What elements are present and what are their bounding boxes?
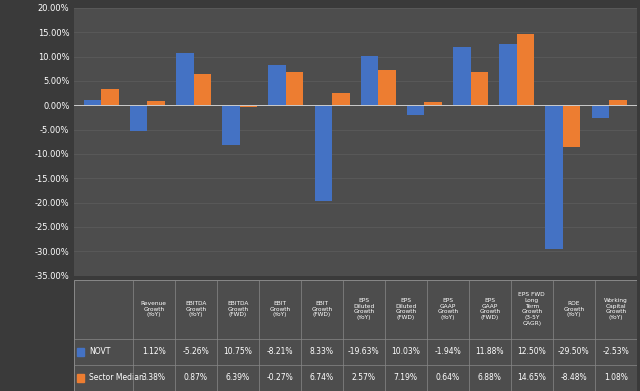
- Bar: [591, 105, 609, 118]
- Text: -8.48%: -8.48%: [561, 373, 587, 382]
- Bar: [194, 74, 211, 105]
- Bar: [176, 53, 194, 105]
- Text: -19.63%: -19.63%: [348, 347, 380, 356]
- Text: -1.94%: -1.94%: [435, 347, 461, 356]
- Text: EPS FWD
Long
Term
Growth
(3-5Y
CAGR): EPS FWD Long Term Growth (3-5Y CAGR): [518, 292, 545, 326]
- Text: -2.53%: -2.53%: [602, 347, 629, 356]
- Text: -8.21%: -8.21%: [266, 347, 293, 356]
- Bar: [315, 105, 332, 201]
- Text: Revenue
Growth
(YoY): Revenue Growth (YoY): [141, 301, 167, 317]
- Bar: [563, 105, 580, 147]
- Text: 10.75%: 10.75%: [223, 347, 252, 356]
- Bar: [545, 105, 563, 249]
- Text: 8.33%: 8.33%: [310, 347, 334, 356]
- Text: 1.12%: 1.12%: [142, 347, 166, 356]
- Bar: [609, 100, 627, 105]
- Bar: [516, 34, 534, 105]
- Bar: [77, 348, 84, 356]
- Bar: [407, 105, 424, 115]
- Bar: [268, 65, 286, 105]
- Bar: [361, 56, 378, 105]
- Bar: [286, 72, 303, 105]
- Text: EPS
GAAP
Growth
(YoY): EPS GAAP Growth (YoY): [437, 298, 458, 320]
- Bar: [470, 72, 488, 105]
- Text: Sector Median: Sector Median: [89, 373, 144, 382]
- Text: 6.88%: 6.88%: [478, 373, 502, 382]
- Text: EBIT
Growth
(YoY): EBIT Growth (YoY): [269, 301, 291, 317]
- Text: 6.39%: 6.39%: [226, 373, 250, 382]
- Bar: [130, 105, 147, 131]
- Text: 2.57%: 2.57%: [352, 373, 376, 382]
- Text: EPS
Diluted
Growth
(YoY): EPS Diluted Growth (YoY): [353, 298, 374, 320]
- Text: ROE
Growth
(YoY): ROE Growth (YoY): [563, 301, 584, 317]
- Text: 6.74%: 6.74%: [310, 373, 334, 382]
- Text: 0.87%: 0.87%: [184, 373, 208, 382]
- Bar: [147, 101, 165, 105]
- Text: Working
Capital
Growth
(YoY): Working Capital Growth (YoY): [604, 298, 628, 320]
- Bar: [101, 89, 119, 105]
- Bar: [378, 70, 396, 105]
- Text: EBITDA
Growth
(FWD): EBITDA Growth (FWD): [227, 301, 248, 317]
- Text: 12.50%: 12.50%: [517, 347, 546, 356]
- Bar: [222, 105, 240, 145]
- Bar: [84, 100, 101, 105]
- Text: -5.26%: -5.26%: [182, 347, 209, 356]
- Text: EBIT
Growth
(FWD): EBIT Growth (FWD): [311, 301, 332, 317]
- Bar: [499, 44, 516, 105]
- Text: 1.08%: 1.08%: [604, 373, 628, 382]
- Text: EBITDA
Growth
(YoY): EBITDA Growth (YoY): [185, 301, 207, 317]
- Bar: [240, 105, 257, 106]
- Text: -29.50%: -29.50%: [558, 347, 589, 356]
- Bar: [332, 93, 349, 105]
- Text: 0.64%: 0.64%: [436, 373, 460, 382]
- Text: 11.88%: 11.88%: [476, 347, 504, 356]
- Text: 3.38%: 3.38%: [141, 373, 166, 382]
- Bar: [424, 102, 442, 105]
- Text: -0.27%: -0.27%: [266, 373, 293, 382]
- Text: NOVT: NOVT: [89, 347, 110, 356]
- Text: 10.03%: 10.03%: [391, 347, 420, 356]
- Text: 7.19%: 7.19%: [394, 373, 418, 382]
- Text: EPS
GAAP
Growth
(FWD): EPS GAAP Growth (FWD): [479, 298, 500, 320]
- Bar: [453, 47, 470, 105]
- Bar: [77, 374, 84, 382]
- Text: EPS
Diluted
Growth
(FWD): EPS Diluted Growth (FWD): [395, 298, 417, 320]
- Text: 14.65%: 14.65%: [517, 373, 546, 382]
